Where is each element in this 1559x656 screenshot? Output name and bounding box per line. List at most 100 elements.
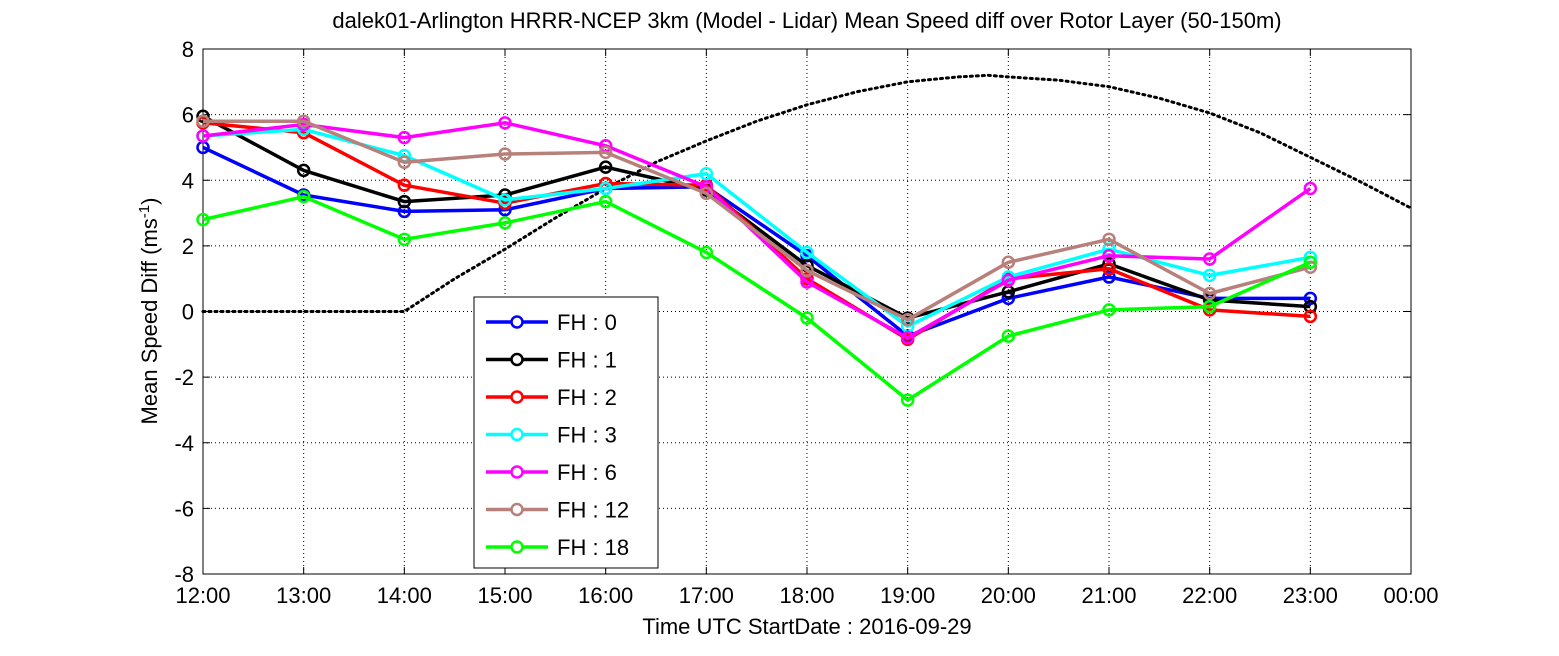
data-point xyxy=(397,130,412,145)
x-tick-label: 12:00 xyxy=(175,583,230,608)
data-point xyxy=(196,114,210,128)
data-point xyxy=(699,245,714,260)
legend-label: FH : 6 xyxy=(557,460,617,485)
data-point xyxy=(196,212,210,227)
data-point xyxy=(196,129,210,143)
legend-label: FH : 0 xyxy=(557,310,617,335)
legend-label: FH : 3 xyxy=(557,423,617,448)
data-point xyxy=(800,263,814,278)
legend-entry: FH : 0 xyxy=(486,310,617,335)
x-tick-label: 21:00 xyxy=(1081,583,1136,608)
series-line xyxy=(203,119,1311,322)
data-point xyxy=(397,178,412,192)
legend: FH : 0 FH : 1 FH : 2 FH : 3 FH : 6 FH : 12 FH … xyxy=(473,296,659,569)
series-6 xyxy=(196,189,1318,407)
x-tick-label: 14:00 xyxy=(377,583,432,608)
data-point xyxy=(296,114,311,128)
legend-entry: FH : 1 xyxy=(486,348,617,373)
data-point xyxy=(1102,262,1116,276)
data-point xyxy=(1102,248,1116,263)
data-point xyxy=(900,312,915,327)
data-point xyxy=(1102,232,1116,247)
legend-swatch-marker xyxy=(510,502,524,517)
data-point xyxy=(397,194,412,209)
y-tick-label: 2 xyxy=(182,234,194,259)
series-line xyxy=(202,121,1312,340)
x-tick-labels: 12:00 13:00 14:00 15:00 16:00 17:00 18:00 19:00… xyxy=(175,583,1438,608)
legend-label: FH : 1 xyxy=(557,348,617,373)
legend-entry: FH : 18 xyxy=(486,535,629,560)
y-tick-label: 6 xyxy=(182,103,194,128)
x-tick-label: 15:00 xyxy=(477,583,532,608)
data-point xyxy=(296,189,311,204)
x-axis-label: Time UTC StartDate : 2016-09-29 xyxy=(642,614,971,639)
reference-curve xyxy=(201,73,1413,313)
data-point xyxy=(598,145,613,160)
data-point xyxy=(1001,329,1016,343)
data-point xyxy=(498,147,512,161)
series-line xyxy=(202,194,1312,402)
x-tick-label: 23:00 xyxy=(1283,583,1338,608)
y-tick-label: 4 xyxy=(182,168,194,193)
y-tick-label: 8 xyxy=(182,37,194,62)
y-tick-label: -2 xyxy=(174,365,194,390)
x-tick-label: 22:00 xyxy=(1182,583,1237,608)
legend-swatch-marker xyxy=(510,315,524,329)
legend-label: FH : 12 xyxy=(557,498,629,523)
y-tick-labels: 8 6 4 2 0 -2 -4 -6 -8 xyxy=(174,37,194,587)
data-point xyxy=(397,155,412,169)
y-axis-label: Mean Speed Diff (ms-1) xyxy=(136,198,163,425)
data-point xyxy=(900,331,915,345)
legend-entry: FH : 3 xyxy=(486,423,617,448)
x-tick-label: 13:00 xyxy=(276,583,331,608)
data-point xyxy=(598,181,613,196)
legend-swatch-marker xyxy=(510,540,524,554)
y-axis-label-superscript: -1 xyxy=(136,205,153,218)
series-line xyxy=(202,145,1311,338)
data-point xyxy=(598,194,613,209)
x-tick-label: 00:00 xyxy=(1383,583,1438,608)
x-tick-label: 19:00 xyxy=(880,583,935,608)
data-point xyxy=(498,216,512,230)
legend-swatch-marker xyxy=(510,465,524,479)
data-point xyxy=(1202,268,1217,283)
x-tick-label: 17:00 xyxy=(679,583,734,608)
data-point xyxy=(1202,299,1217,314)
data-point xyxy=(1001,273,1016,288)
x-tick-label: 20:00 xyxy=(981,583,1036,608)
data-point xyxy=(800,245,814,260)
legend-swatch-marker xyxy=(510,352,524,367)
data-point xyxy=(397,232,412,247)
reference-curve-line xyxy=(201,73,1413,313)
legend-entry: FH : 12 xyxy=(486,498,629,523)
data-point xyxy=(1303,255,1318,270)
legend-entry: FH : 2 xyxy=(486,385,617,410)
data-point xyxy=(498,116,512,130)
series-5 xyxy=(196,114,1318,327)
legend-box xyxy=(473,296,659,569)
data-point xyxy=(1102,270,1116,284)
x-tick-label: 16:00 xyxy=(578,583,633,608)
data-point xyxy=(1202,286,1217,301)
series-line xyxy=(202,127,1311,329)
series-1 xyxy=(196,109,1318,325)
y-axis-label-main: Mean Speed Diff (ms xyxy=(137,218,162,424)
data-point xyxy=(1303,309,1318,324)
data-point xyxy=(900,393,915,407)
legend-swatch-marker xyxy=(510,390,524,404)
data-point xyxy=(699,186,714,201)
series-group xyxy=(196,109,1318,407)
legend-label: FH : 18 xyxy=(557,535,629,560)
series-4 xyxy=(196,116,1318,345)
data-point xyxy=(699,166,714,181)
legend-swatch-marker xyxy=(510,427,524,442)
x-tick-label: 18:00 xyxy=(779,583,834,608)
y-tick-label: -4 xyxy=(174,431,194,456)
data-point xyxy=(1202,252,1217,266)
data-point xyxy=(498,193,512,207)
legend-entries: FH : 0 FH : 1 FH : 2 FH : 3 FH : 6 FH : 12 FH … xyxy=(486,310,629,560)
data-point xyxy=(296,163,311,178)
y-tick-label: -6 xyxy=(174,496,194,521)
legend-label: FH : 2 xyxy=(557,385,617,410)
